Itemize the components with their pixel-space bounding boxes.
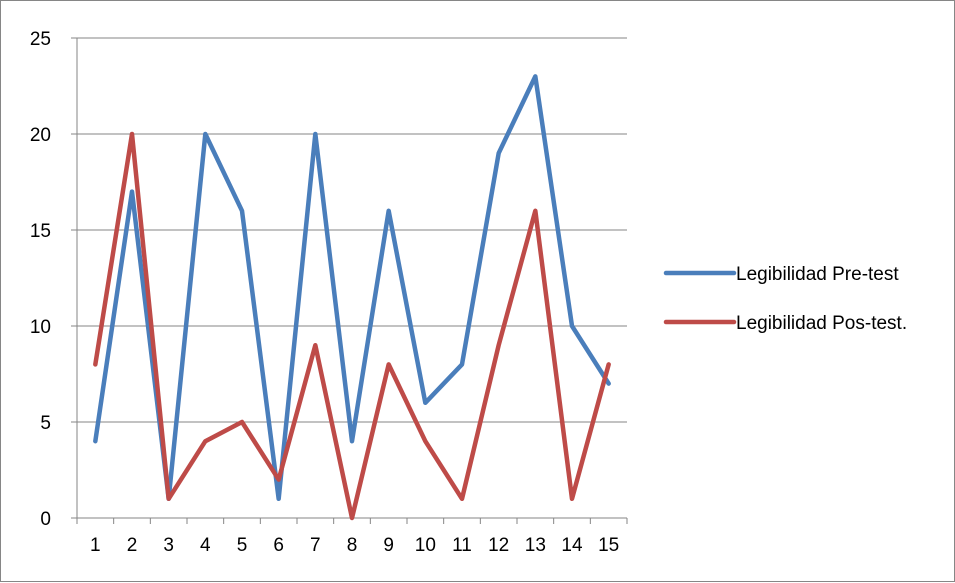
x-tick-label: 8 bbox=[347, 535, 358, 556]
x-tick-label: 13 bbox=[525, 535, 546, 556]
series-lines bbox=[93, 74, 611, 521]
y-tick-label: 20 bbox=[30, 125, 51, 146]
x-tick-label: 7 bbox=[310, 535, 321, 556]
x-tick-label: 5 bbox=[237, 535, 248, 556]
x-tick-label: 2 bbox=[127, 535, 138, 556]
legend-label-1: Legibilidad Pre-test bbox=[736, 264, 899, 285]
x-tick-label: 12 bbox=[488, 535, 509, 556]
legend-label-2: Legibilidad Pos-test. bbox=[736, 313, 907, 334]
y-tick-label: 5 bbox=[40, 413, 51, 434]
gridlines bbox=[77, 37, 627, 423]
series-line-1 bbox=[93, 74, 611, 502]
y-axis-tick-labels: 0 5 10 15 20 25 bbox=[30, 29, 51, 530]
x-tick-label: 10 bbox=[415, 535, 436, 556]
x-tick-label: 1 bbox=[90, 535, 101, 556]
x-axis-tick-labels: 1 2 3 4 5 6 7 8 9 10 11 12 13 14 15 bbox=[90, 535, 619, 556]
x-tick-label: 9 bbox=[383, 535, 394, 556]
x-tick-label: 4 bbox=[200, 535, 211, 556]
x-tick-label: 6 bbox=[273, 535, 284, 556]
y-tick-label: 10 bbox=[30, 317, 51, 338]
legend: Legibilidad Pre-test Legibilidad Pos-test… bbox=[663, 264, 907, 334]
y-tick-label: 25 bbox=[30, 29, 51, 50]
x-tick-label: 15 bbox=[598, 535, 619, 556]
x-tick-label: 11 bbox=[452, 535, 472, 556]
series-line-2 bbox=[93, 131, 611, 521]
x-tick-label: 14 bbox=[561, 535, 583, 556]
y-tick-label: 15 bbox=[30, 221, 51, 242]
y-tick-label: 0 bbox=[40, 509, 51, 530]
x-tick-label: 3 bbox=[163, 535, 174, 556]
